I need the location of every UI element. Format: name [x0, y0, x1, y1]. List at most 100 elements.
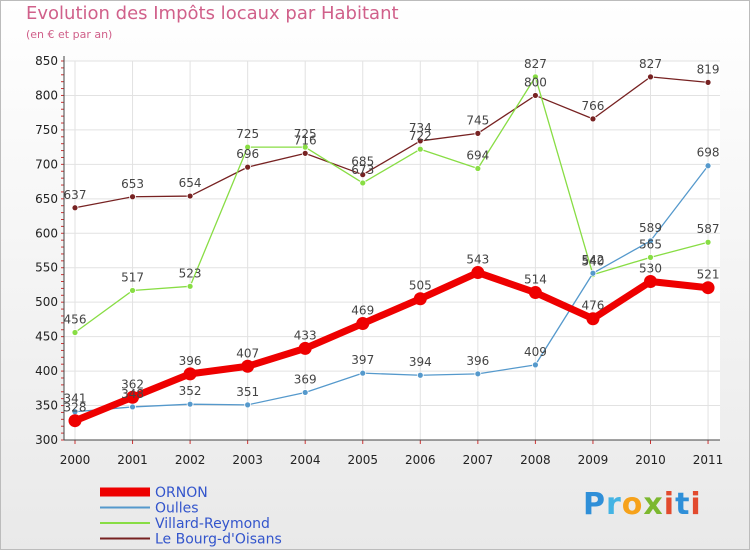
- data-point: [589, 269, 597, 277]
- data-label: 589: [639, 221, 662, 235]
- y-tick-label: 450: [35, 330, 58, 344]
- data-point: [359, 179, 367, 187]
- data-point: [532, 361, 539, 369]
- y-tick-label: 650: [35, 192, 58, 206]
- data-point: [416, 371, 424, 379]
- data-point: [186, 400, 194, 408]
- y-tick-label: 850: [35, 54, 58, 68]
- data-point: [359, 369, 367, 377]
- data-point: [356, 317, 370, 331]
- data-label: 476: [581, 299, 604, 313]
- data-point: [416, 137, 424, 145]
- data-point: [701, 281, 715, 295]
- data-point: [301, 389, 309, 396]
- x-tick-label: 2009: [578, 453, 609, 467]
- y-tick-label: 700: [35, 157, 58, 171]
- data-point: [416, 145, 424, 153]
- data-label: 696: [236, 147, 259, 161]
- data-label: 734: [409, 121, 432, 135]
- y-tick-label: 550: [35, 261, 58, 275]
- data-label: 352: [179, 384, 202, 398]
- data-label: 673: [351, 163, 374, 177]
- legend-label: Villard-Reymond: [155, 516, 270, 532]
- data-point: [474, 370, 482, 378]
- data-point: [244, 163, 252, 171]
- data-label: 827: [639, 57, 662, 71]
- data-label: 725: [294, 127, 317, 141]
- data-point: [186, 282, 194, 290]
- data-point: [532, 73, 539, 81]
- data-label: 433: [294, 328, 317, 342]
- y-tick-label: 350: [35, 399, 58, 413]
- x-tick-label: 2004: [290, 453, 321, 467]
- data-label: 685: [351, 155, 374, 169]
- data-point: [413, 292, 427, 306]
- y-tick-label: 500: [35, 295, 58, 309]
- y-tick-label: 800: [35, 88, 58, 102]
- data-label: 698: [697, 146, 720, 160]
- data-point: [68, 414, 82, 428]
- data-label: 722: [409, 129, 432, 143]
- y-tick-label: 400: [35, 364, 58, 378]
- data-point: [532, 92, 539, 99]
- data-label: 396: [179, 354, 202, 368]
- plot-area: [64, 61, 720, 440]
- data-label: 543: [466, 253, 489, 267]
- data-point: [183, 367, 197, 381]
- data-label: 540: [581, 255, 604, 269]
- data-point: [129, 403, 136, 411]
- data-label: 407: [236, 346, 259, 360]
- data-point: [71, 204, 79, 212]
- data-label: 521: [697, 268, 720, 282]
- data-label: 396: [466, 354, 489, 368]
- data-point: [301, 149, 309, 157]
- data-label: 409: [524, 345, 547, 359]
- data-point: [129, 193, 136, 201]
- data-point: [359, 171, 367, 179]
- data-label: 819: [697, 62, 720, 76]
- data-point: [704, 78, 712, 86]
- x-tick-label: 2005: [347, 453, 378, 467]
- data-label: 351: [236, 385, 259, 399]
- y-tick-label: 600: [35, 226, 58, 240]
- x-tick-label: 2007: [463, 453, 494, 467]
- data-point: [244, 143, 252, 151]
- data-point: [647, 253, 654, 261]
- data-label: 725: [236, 127, 259, 141]
- data-point: [647, 237, 654, 245]
- data-label: 654: [179, 176, 202, 190]
- data-label: 694: [466, 148, 489, 162]
- legend-label: ORNON: [155, 485, 208, 501]
- data-label: 587: [697, 222, 720, 236]
- data-point: [704, 162, 712, 170]
- x-tick-label: 2003: [232, 453, 263, 467]
- series-line-le-bourg-d-oisans: [74, 76, 709, 209]
- series-line-villard-reymond: [74, 76, 709, 334]
- data-point: [704, 238, 712, 246]
- data-label: 745: [466, 113, 489, 127]
- data-label: 328: [64, 401, 87, 415]
- chart-title: Evolution des Impôts locaux par Habitant: [26, 3, 399, 24]
- x-tick-label: 2002: [175, 453, 206, 467]
- series-line-oulles: [74, 165, 709, 413]
- data-label: 716: [294, 133, 317, 147]
- data-point: [129, 287, 136, 294]
- data-point: [471, 266, 485, 280]
- data-label: 530: [639, 262, 662, 276]
- data-label: 397: [351, 353, 374, 367]
- y-tick-label: 300: [35, 433, 58, 447]
- data-label: 523: [179, 266, 202, 280]
- data-point: [644, 275, 657, 289]
- x-tick-label: 2010: [635, 453, 666, 467]
- data-label: 456: [64, 313, 87, 327]
- data-label: 766: [581, 99, 604, 113]
- data-point: [244, 401, 252, 409]
- data-label: 565: [639, 237, 662, 251]
- data-label: 369: [294, 372, 317, 386]
- data-point: [126, 390, 140, 404]
- data-label: 827: [524, 57, 547, 71]
- data-label: 469: [351, 304, 374, 318]
- data-point: [301, 143, 309, 151]
- x-tick-label: 2006: [405, 453, 436, 467]
- data-label: 542: [581, 253, 604, 267]
